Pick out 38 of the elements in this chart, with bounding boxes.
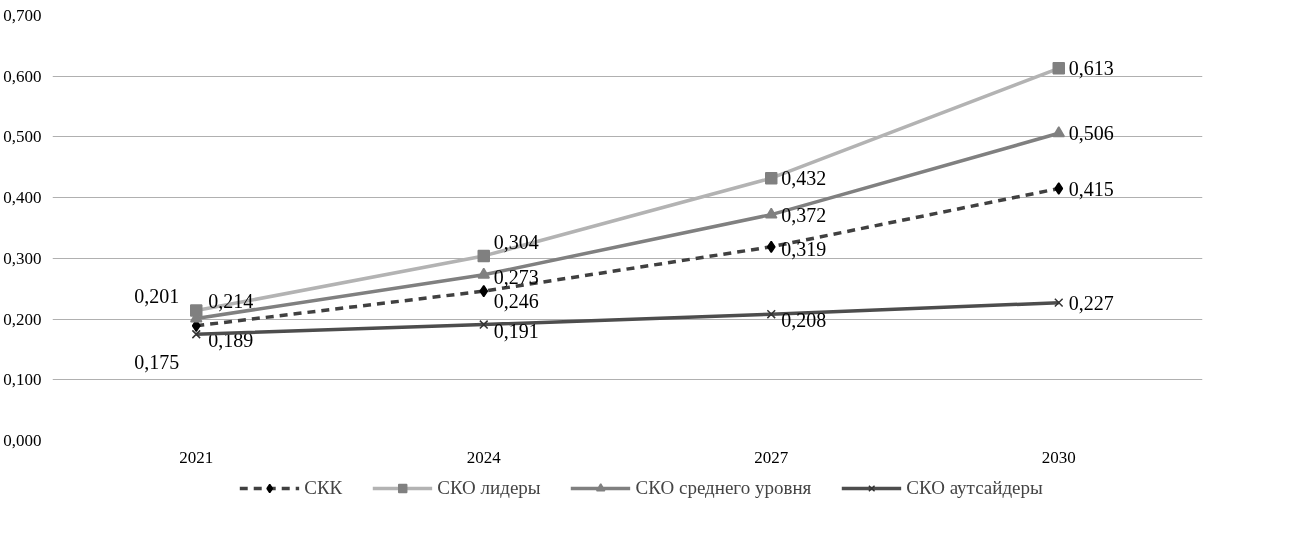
data-label: 0,304 — [493, 230, 539, 253]
data-label: 0,191 — [493, 319, 539, 342]
x-tick-label: 2030 — [1041, 447, 1076, 467]
y-tick-label: 0,600 — [3, 66, 42, 86]
point — [766, 309, 776, 319]
data-label: 0,506 — [1068, 122, 1114, 145]
y-tick-label: 0,400 — [3, 188, 42, 208]
y-tick-label: 0,300 — [3, 248, 42, 268]
legend-label: СКО среднего уровня — [635, 476, 812, 499]
point — [1054, 298, 1064, 308]
data-label: 0,415 — [1068, 177, 1114, 200]
y-tick-label: 0,100 — [3, 370, 42, 390]
data-label: 0,613 — [1068, 57, 1114, 80]
data-label: 0,372 — [781, 203, 827, 226]
data-label: 0,273 — [493, 265, 539, 288]
data-label: 0,432 — [781, 167, 827, 190]
point — [479, 319, 489, 330]
data-label: 0,175 — [134, 351, 180, 374]
legend-label: СКК — [304, 476, 343, 499]
x-tick-label: 2021 — [179, 447, 214, 467]
point — [191, 329, 201, 339]
legend-label: СКО аутсайдеры — [906, 476, 1043, 499]
data-label: 0,227 — [1068, 291, 1114, 314]
data-label: 0,201 — [134, 285, 180, 308]
x-tick-label: 2024 — [466, 447, 502, 467]
y-tick-label: 0,500 — [3, 127, 42, 147]
y-tick-label: 0,200 — [3, 309, 42, 329]
point — [765, 207, 778, 219]
y-tick-label: 0,000 — [3, 431, 42, 450]
data-label: 0,319 — [781, 237, 827, 260]
y-tick-label: 0,700 — [3, 6, 42, 25]
point — [1052, 126, 1065, 138]
data-label: 0,214 — [208, 289, 254, 312]
legend-label: СКО лидеры — [437, 476, 541, 499]
point — [477, 267, 490, 279]
data-label: 0,246 — [493, 290, 539, 313]
data-label: 0,208 — [781, 309, 827, 332]
x-tick-label: 2027 — [754, 447, 789, 467]
